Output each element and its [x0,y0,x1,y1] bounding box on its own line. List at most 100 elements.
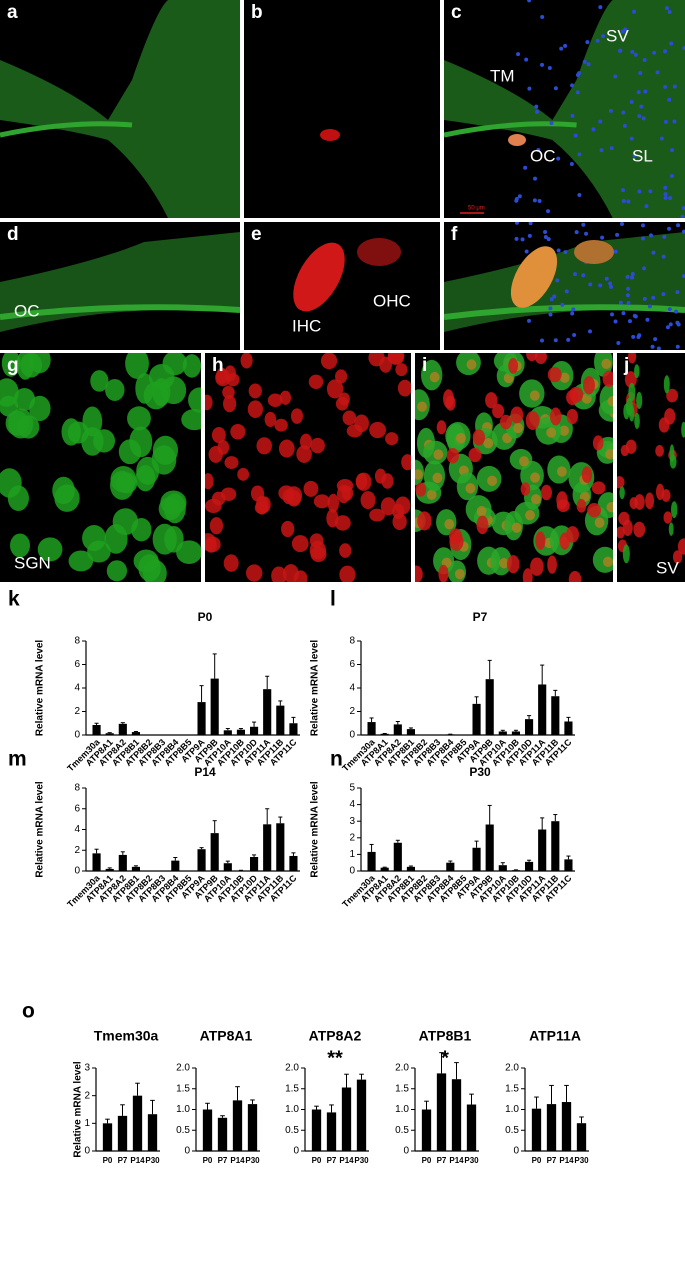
y-tick-label: 2 [84,1090,90,1101]
annotation: OC [14,301,40,320]
nucleus [527,318,532,323]
nucleus [528,222,533,226]
bar [436,1073,447,1151]
nucleus [610,312,615,317]
significance: * [441,1047,449,1069]
nucleus [645,317,650,322]
nucleus [674,309,679,314]
cell [208,445,223,463]
bar-chart: ATP8A2 ** 0 0.5 1.0 1.5 2.0 P0 P7 P14 P30 [285,1028,369,1165]
significance: ** [327,1047,343,1069]
nucleus [642,266,647,271]
y-tick-label: 0.5 [285,1125,299,1136]
bar [202,1109,213,1151]
bar [92,853,101,871]
cell [274,418,288,432]
cell [230,424,246,440]
cell [645,492,655,510]
image-panel: h [205,353,411,582]
image-content [415,353,613,582]
error-bar [344,1073,349,1088]
panel-label: d [7,224,19,245]
nucleus [668,322,673,327]
nucleus [513,422,524,434]
cell [547,555,557,574]
nucleus [663,195,668,200]
bar [147,1114,158,1151]
nucleus [626,199,631,204]
cell [68,550,94,572]
error-bar [105,1118,110,1124]
ihc [510,246,558,308]
cell [164,525,184,553]
panel-label: a [7,2,18,23]
nucleus [649,233,654,238]
cell [5,410,29,436]
nucleus [527,86,532,91]
cell [380,497,396,516]
annotation: SL [632,146,653,165]
nucleus [630,49,635,54]
bar [576,1123,587,1151]
cell [636,391,643,409]
nucleus [555,278,560,283]
nucleus [637,333,642,338]
y-tick-label: 0.5 [505,1125,519,1136]
error-bar [250,1099,255,1105]
cell [67,421,89,444]
nucleus [517,194,522,199]
nucleus [553,338,558,343]
nucleus [537,198,542,203]
nucleus [638,71,643,76]
nucleus [586,62,591,67]
panel-label: g [7,355,19,376]
nucleus [615,232,620,237]
x-tick-label: P30 [145,1156,160,1165]
bar [356,1079,367,1151]
nucleus [540,62,545,67]
nucleus [540,14,545,19]
cell [576,499,587,513]
cell [476,515,489,535]
nucleus [626,286,631,291]
error-bar [107,732,112,734]
bar [118,723,127,735]
nucleus [466,359,477,370]
x-tick-label: P14 [339,1156,354,1165]
nucleus [575,73,580,78]
bar [131,866,141,871]
nucleus [604,276,609,281]
nucleus [630,275,635,280]
nucleus [465,483,476,494]
error-bar [278,816,283,824]
nucleus [483,438,494,449]
cell [374,468,387,484]
nucleus [548,306,553,311]
error-bar [553,814,558,822]
error-bar [212,653,217,679]
nucleus [564,289,569,294]
y-tick-label: 0 [74,730,80,741]
cell [622,519,633,537]
nucleus [650,344,655,349]
nucleus [661,292,666,297]
nucleus [631,334,636,339]
hair-cell [508,134,526,146]
membrane [444,304,685,320]
y-tick-label: 8 [74,636,80,647]
y-tick-label: 1.0 [176,1104,190,1115]
y-tick-label: 2 [349,706,355,717]
cell [246,564,263,582]
error-bar [553,689,558,697]
nucleus [572,332,577,337]
annotation: OHC [373,291,411,310]
cell [668,522,674,536]
y-tick-label: 1 [349,849,355,860]
error-bar [500,862,505,866]
y-tick-label: 1.5 [285,1083,299,1094]
cell [205,473,214,490]
image-content [0,222,240,350]
y-tick-label: 8 [74,783,80,794]
nucleus [514,236,519,241]
